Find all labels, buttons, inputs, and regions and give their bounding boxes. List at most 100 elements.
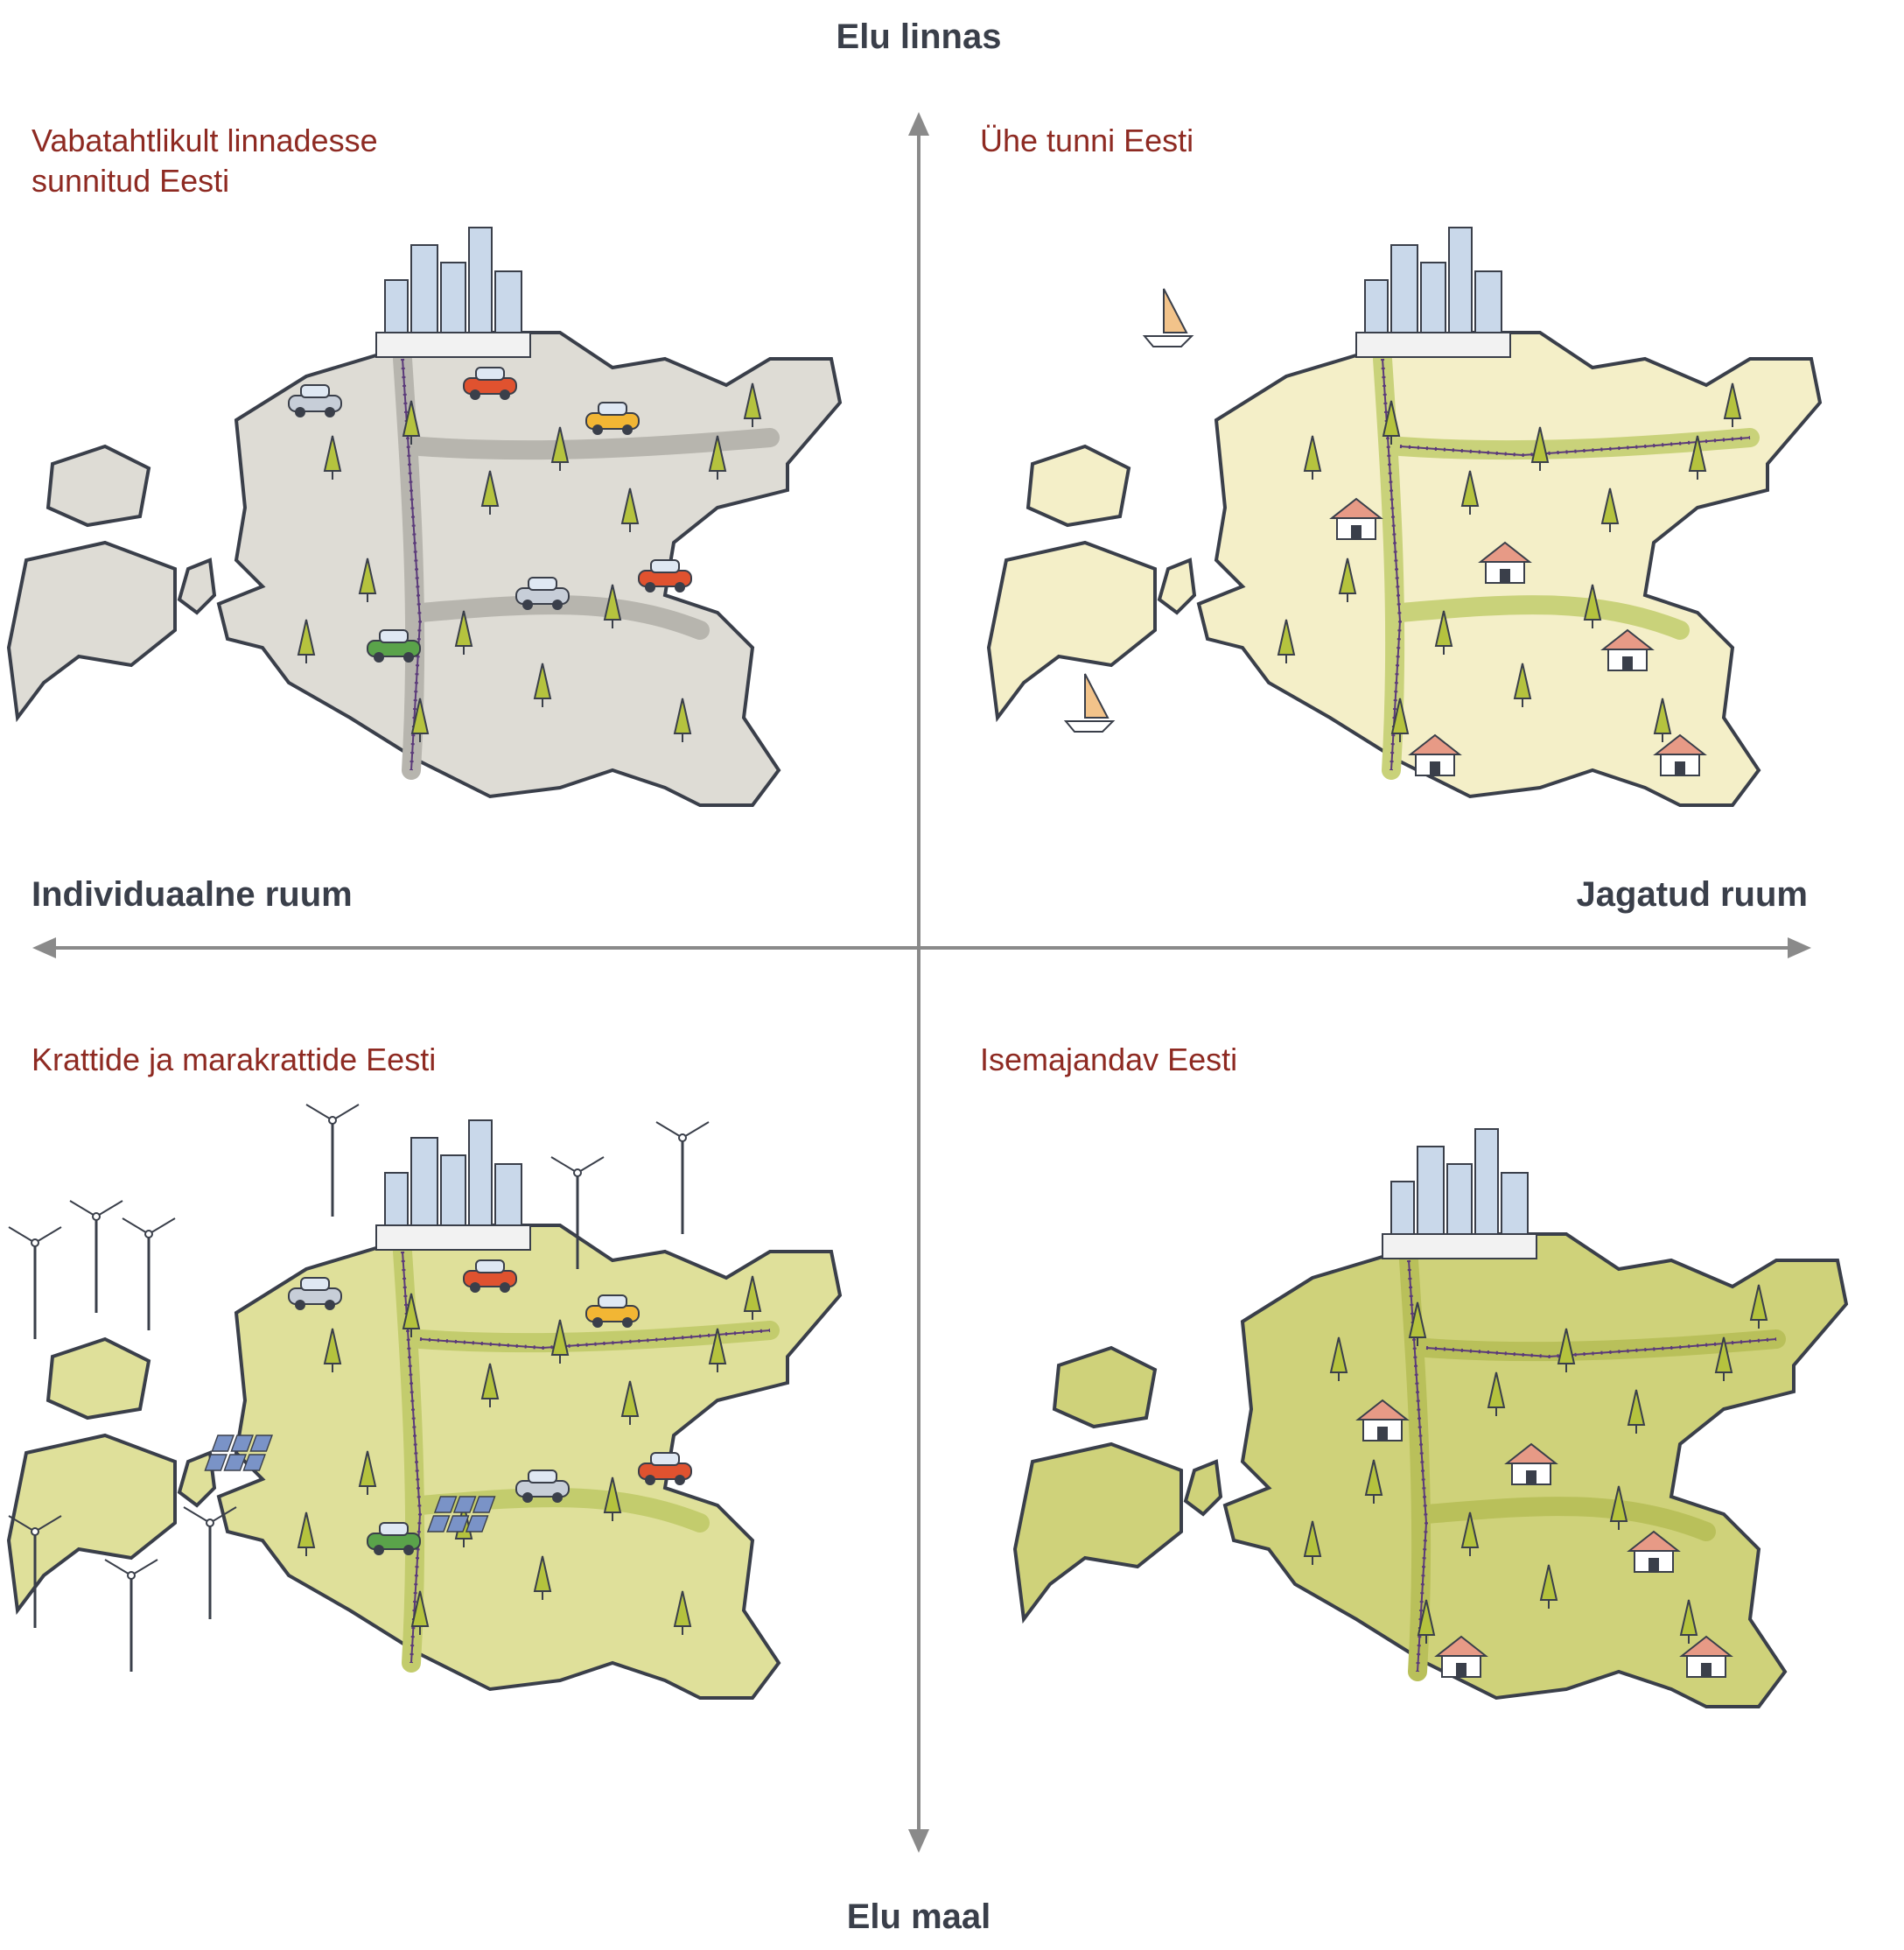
tree-icon: [1688, 435, 1707, 480]
car-icon: [515, 577, 570, 610]
house-icon: [1355, 1399, 1410, 1441]
axis-label-left: Individuaalne ruum: [32, 875, 353, 914]
tree-icon: [743, 382, 762, 427]
tree-icon: [1627, 1389, 1646, 1434]
tree-icon: [1600, 488, 1620, 532]
tree-icon: [673, 1590, 692, 1635]
arrow-left-icon: [32, 937, 56, 958]
horizontal-axis: [32, 937, 1811, 958]
sailboat-icon: [1063, 673, 1116, 733]
tree-icon: [1434, 610, 1453, 655]
landmass: [1053, 1346, 1157, 1428]
tree-icon: [1557, 1328, 1576, 1372]
house-icon: [1653, 733, 1707, 776]
quadrant-title-line: Vabatahtlikult linnadesse: [32, 123, 378, 158]
house-icon: [1478, 541, 1532, 584]
tree-icon: [1417, 1599, 1436, 1644]
sailboat-icon: [1142, 288, 1194, 347]
tree-icon: [1408, 1301, 1427, 1346]
tree-icon: [402, 1293, 421, 1337]
landmass: [1026, 445, 1130, 527]
tree-icon: [1487, 1371, 1506, 1416]
quadrant-title-top-right: Ühe tunni Eesti: [980, 123, 1194, 158]
quadrant-title-bottom-right: Isemajandav Eesti: [980, 1042, 1238, 1077]
car-icon: [585, 402, 640, 435]
tree-icon: [1390, 698, 1410, 742]
tree-icon: [1329, 1336, 1348, 1381]
house-icon: [1329, 497, 1383, 540]
arrow-right-icon: [1788, 937, 1811, 958]
landmass: [178, 558, 216, 614]
city-skyline-icon: [375, 227, 531, 358]
tree-icon: [1653, 698, 1672, 742]
tree-icon: [533, 1555, 552, 1600]
tree-icon: [1749, 1284, 1768, 1329]
tree-icon: [1338, 558, 1357, 602]
tree-icon: [533, 663, 552, 707]
wind-turbine-icon: [8, 1226, 62, 1339]
tree-icon: [550, 1319, 570, 1364]
tree-icon: [323, 435, 342, 480]
tree-icon: [454, 610, 473, 655]
arrow-up-icon: [908, 112, 929, 136]
landmass: [46, 1337, 150, 1420]
solar-panel-icon: [426, 1496, 496, 1533]
tree-icon: [358, 1450, 377, 1495]
tree-icon: [1460, 470, 1480, 515]
tree-icon: [1723, 382, 1742, 427]
map-bottom-right: [1013, 1128, 1848, 1708]
tree-icon: [708, 435, 727, 480]
tree-icon: [1382, 400, 1401, 445]
car-icon: [638, 1452, 692, 1485]
tree-icon: [1364, 1459, 1383, 1504]
axis-label-top: Elu linnas: [836, 18, 1002, 56]
tree-icon: [1303, 435, 1322, 480]
city-skyline-icon: [1355, 227, 1511, 358]
tree-icon: [358, 558, 377, 602]
landmass: [46, 445, 150, 527]
wind-turbine-icon: [8, 1515, 62, 1628]
tree-icon: [480, 470, 500, 515]
tree-icon: [673, 698, 692, 742]
landmass: [7, 541, 177, 719]
quadrant-title-top-left: Vabatahtlikult linnadesse sunnitud Eesti: [32, 121, 378, 201]
landmass: [987, 541, 1157, 719]
tree-icon: [1530, 426, 1550, 471]
tree-icon: [323, 1328, 342, 1372]
landmass: [1158, 558, 1196, 614]
car-icon: [367, 1522, 421, 1555]
house-icon: [1600, 628, 1655, 671]
car-icon: [367, 629, 421, 663]
map-top-left: [7, 227, 842, 807]
wind-turbine-icon: [104, 1559, 158, 1672]
car-icon: [638, 559, 692, 593]
tree-icon: [620, 488, 640, 532]
tree-icon: [297, 619, 316, 663]
tree-icon: [1277, 619, 1296, 663]
map-top-right: [987, 227, 1822, 807]
tree-icon: [297, 1512, 316, 1556]
house-icon: [1504, 1442, 1558, 1485]
tree-icon: [1303, 1520, 1322, 1565]
wind-turbine-icon: [305, 1104, 360, 1217]
house-icon: [1679, 1635, 1733, 1678]
city-skyline-icon: [375, 1119, 531, 1251]
car-icon: [463, 367, 517, 400]
tree-icon: [480, 1363, 500, 1407]
house-icon: [1434, 1635, 1488, 1678]
tree-icon: [708, 1328, 727, 1372]
tree-icon: [410, 698, 430, 742]
axis-label-right: Jagatud ruum: [1576, 875, 1808, 914]
city-skyline-icon: [1382, 1128, 1537, 1259]
wind-turbine-icon: [183, 1506, 237, 1619]
tree-icon: [1679, 1599, 1698, 1644]
landmass: [1184, 1460, 1222, 1516]
tree-icon: [1513, 663, 1532, 707]
map-bottom-left: [7, 1104, 842, 1700]
tree-icon: [620, 1380, 640, 1425]
landmass: [1013, 1442, 1183, 1621]
wind-turbine-icon: [69, 1200, 123, 1313]
car-icon: [585, 1294, 640, 1328]
wind-turbine-icon: [655, 1121, 710, 1234]
